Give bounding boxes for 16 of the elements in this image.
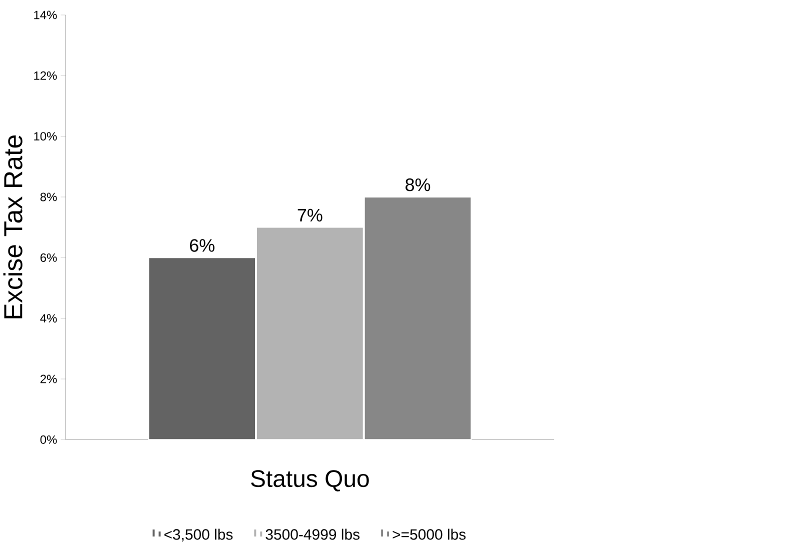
data-label: 7% [298, 208, 322, 222]
legend-label: 3500-4999 lbs [266, 528, 360, 540]
x-tick-label: Status Quo [251, 470, 369, 492]
y-axis-title: Excise Tax Rate [3, 135, 22, 318]
y-tick-label: 14% [34, 10, 57, 20]
legend-label: >=5000 lbs [392, 528, 466, 540]
legend-label: <3,500 lbs [164, 528, 233, 542]
y-tick-label: 0% [40, 435, 57, 444]
y-tick-label: 4% [40, 314, 57, 322]
data-label: 6% [190, 239, 214, 252]
y-tick-label: 2% [40, 374, 57, 384]
data-label: 8% [406, 178, 430, 192]
y-tick-label: 10% [34, 132, 57, 141]
y-tick-label: 12% [34, 71, 57, 80]
y-tick-label: 8% [40, 192, 57, 202]
y-tick-label: 6% [40, 253, 57, 262]
